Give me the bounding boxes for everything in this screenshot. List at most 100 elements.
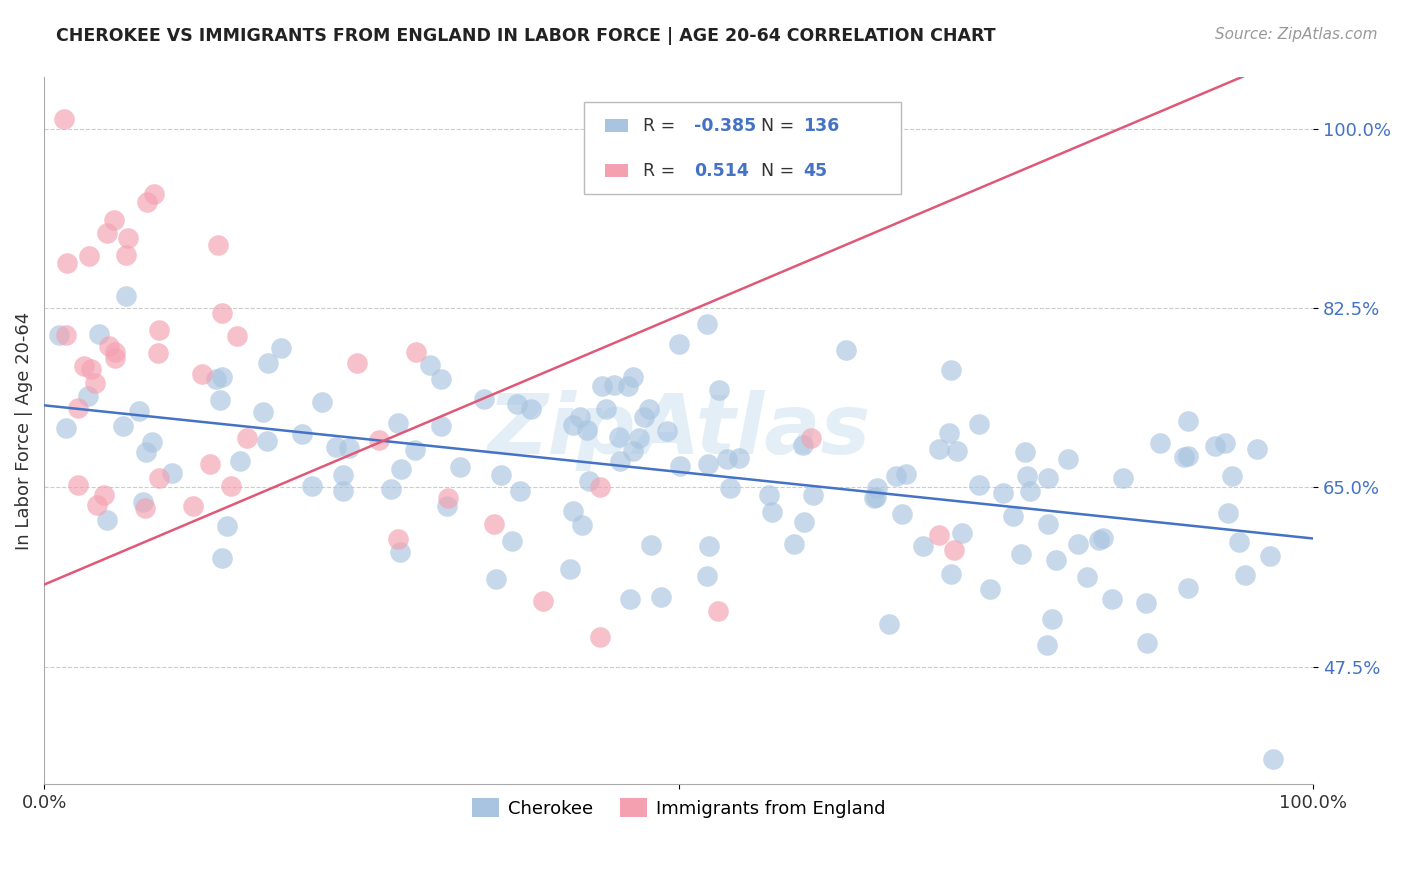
Point — [696, 457, 718, 471]
Point — [501, 534, 523, 549]
Point — [1135, 596, 1157, 610]
Point — [236, 431, 259, 445]
Point — [1015, 469, 1038, 483]
Point — [979, 582, 1001, 597]
Point — [211, 306, 233, 320]
Point — [183, 499, 205, 513]
Point — [311, 395, 333, 409]
Point — [135, 445, 157, 459]
Point — [877, 617, 900, 632]
Point — [301, 479, 323, 493]
Point — [141, 435, 163, 450]
Point — [627, 431, 650, 445]
Point — [256, 356, 278, 370]
Point — [506, 397, 529, 411]
Point — [136, 194, 159, 209]
Point — [761, 505, 783, 519]
Point — [621, 443, 644, 458]
Point — [783, 537, 806, 551]
Point — [76, 389, 98, 403]
Y-axis label: In Labor Force | Age 20-64: In Labor Force | Age 20-64 — [15, 312, 32, 550]
Point — [969, 478, 991, 492]
Point — [208, 393, 231, 408]
Point — [633, 410, 655, 425]
Point — [225, 329, 247, 343]
Point — [591, 379, 613, 393]
Point — [84, 376, 107, 390]
Point — [884, 469, 907, 483]
Point — [367, 434, 389, 448]
Point — [1010, 547, 1032, 561]
Text: R =: R = — [643, 117, 681, 135]
Point — [1056, 452, 1078, 467]
Point — [484, 517, 506, 532]
Point — [87, 327, 110, 342]
Point — [485, 572, 508, 586]
Point — [928, 442, 950, 456]
Point — [758, 488, 780, 502]
Point — [80, 361, 103, 376]
Point — [98, 339, 121, 353]
Point — [1067, 537, 1090, 551]
Point — [941, 362, 963, 376]
Point — [863, 491, 886, 506]
Point — [56, 255, 79, 269]
Point — [437, 491, 460, 505]
Point — [387, 416, 409, 430]
Point — [619, 591, 641, 606]
Text: R =: R = — [643, 161, 681, 180]
Point — [472, 392, 495, 406]
Point — [938, 426, 960, 441]
Point — [728, 450, 751, 465]
Point — [576, 423, 599, 437]
Point — [1136, 636, 1159, 650]
Point — [389, 545, 412, 559]
Point — [325, 440, 347, 454]
Point — [657, 425, 679, 439]
Point — [211, 551, 233, 566]
Point — [430, 372, 453, 386]
Point — [53, 112, 76, 126]
Point — [380, 482, 402, 496]
Point — [890, 508, 912, 522]
Point — [637, 401, 659, 416]
Point — [609, 454, 631, 468]
Point — [589, 630, 612, 644]
Point — [595, 401, 617, 416]
Point — [200, 457, 222, 471]
Point — [835, 343, 858, 357]
Point — [1149, 435, 1171, 450]
Point — [1213, 435, 1236, 450]
Text: -0.385: -0.385 — [695, 117, 756, 135]
Point — [117, 230, 139, 244]
Point — [128, 404, 150, 418]
Text: 0.514: 0.514 — [695, 161, 749, 180]
Point — [436, 499, 458, 513]
Point — [589, 479, 612, 493]
FancyBboxPatch shape — [583, 103, 901, 194]
Point — [928, 528, 950, 542]
Text: N =: N = — [761, 117, 800, 135]
Point — [793, 515, 815, 529]
FancyBboxPatch shape — [605, 164, 628, 178]
Point — [190, 367, 212, 381]
Point — [73, 359, 96, 373]
Text: N =: N = — [761, 161, 800, 180]
Point — [621, 370, 644, 384]
Point — [229, 454, 252, 468]
Point — [337, 442, 360, 456]
Point — [792, 437, 814, 451]
Point — [48, 327, 70, 342]
Point — [96, 513, 118, 527]
Point — [568, 409, 591, 424]
Point — [697, 539, 720, 553]
Point — [571, 518, 593, 533]
Point — [706, 603, 728, 617]
Point — [1234, 567, 1257, 582]
Point — [991, 485, 1014, 500]
Point — [1014, 445, 1036, 459]
Point — [270, 341, 292, 355]
Point — [1001, 508, 1024, 523]
Point — [86, 499, 108, 513]
Point — [215, 518, 238, 533]
